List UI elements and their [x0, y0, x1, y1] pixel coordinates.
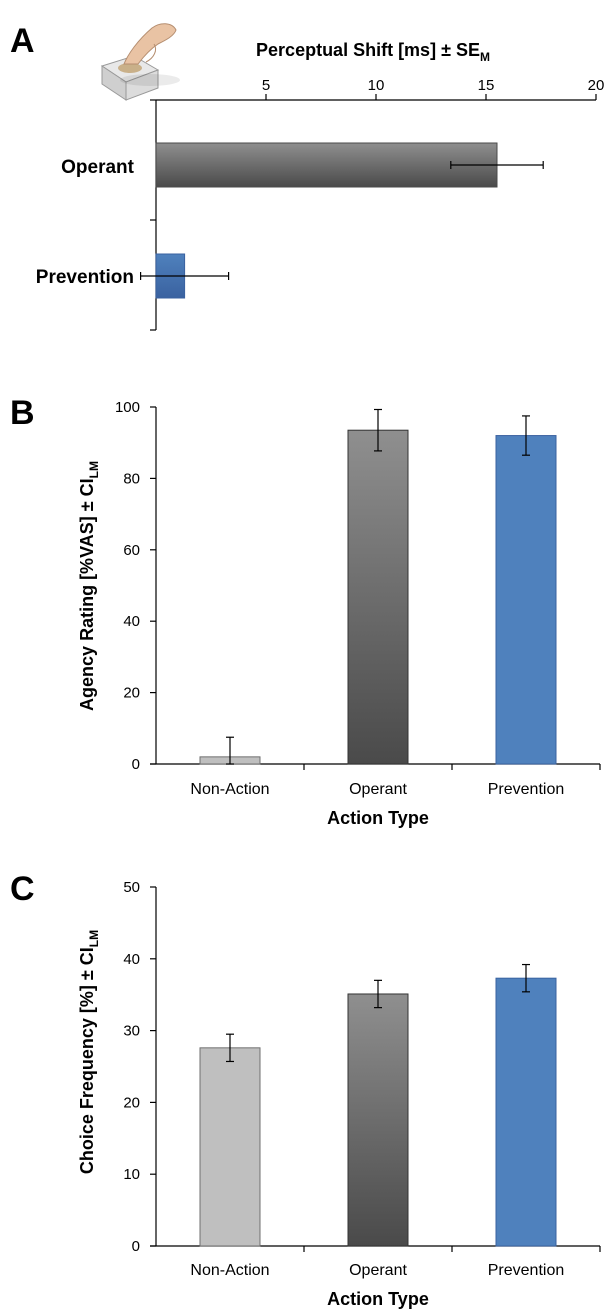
panel-b-tick-label: 20 — [123, 685, 140, 702]
panel-a-category-label-operant: Operant — [61, 157, 135, 178]
panel-c-tick-label: 30 — [123, 1023, 140, 1040]
panel-a-category-label-prevention: Prevention — [36, 267, 134, 288]
panel-b-tick-label: 100 — [115, 399, 140, 416]
panel-letter-b: B — [10, 394, 35, 432]
panel-c-category-label-operant: Operant — [349, 1262, 407, 1279]
panel-letter-a: A — [10, 22, 35, 60]
panel-c-error-bar-operant — [374, 979, 382, 1009]
panel-b-error-bar-operant — [374, 408, 382, 452]
panel-a-error-bar-prevention — [140, 272, 230, 280]
panel-a-axis-title-subscript: M — [480, 50, 490, 64]
panel-c-tick-label: 50 — [123, 879, 140, 896]
panel-b-y-axis-title: Agency Rating [%VAS] ± CI — [77, 478, 97, 711]
panel-a-tick-label: 5 — [262, 77, 270, 94]
panel-b-tick-label: 40 — [123, 613, 140, 630]
svg-text:Agency Rating [%VAS] ± CILM: Agency Rating [%VAS] ± CILM — [77, 461, 101, 711]
panel-b-tick-label: 80 — [123, 470, 140, 487]
panel-c-tick-label: 0 — [132, 1238, 140, 1255]
panel-a-bar-operant — [155, 142, 498, 188]
panel-a: A Perceptual Shift [ms] ± SEM 5 10 15 20 Op… — [10, 22, 605, 331]
panel-b-x-axis-title: Action Type — [327, 808, 429, 828]
panel-c-bar-non-action — [199, 1047, 261, 1247]
panel-b-bar-operant — [347, 429, 409, 765]
panel-a-error-bar-operant — [450, 161, 544, 169]
panel-c-tick-label: 20 — [123, 1094, 140, 1111]
panel-b-category-label-non-action: Non-Action — [190, 781, 269, 798]
panel-c-category-label-prevention: Prevention — [488, 1262, 565, 1279]
hand-pressing-button-icon — [100, 23, 180, 101]
panel-c-error-bar-prevention — [522, 963, 530, 993]
panel-c-bar-prevention — [495, 977, 557, 1247]
panel-a-tick-label: 10 — [368, 77, 385, 94]
panel-b: B Agency Rating [%VAS] ± CILM 0 20 40 60 80 1… — [10, 394, 601, 828]
svg-text:Choice Frequency [%] ± CILM: Choice Frequency [%] ± CILM — [77, 930, 101, 1174]
panel-b-category-label-prevention: Prevention — [488, 781, 565, 798]
panel-b-category-label-operant: Operant — [349, 781, 407, 798]
panel-c-y-axis-title-subscript: LM — [87, 930, 101, 947]
panel-c: C Choice Frequency [%] ± CILM 0 10 20 30 40 5… — [10, 870, 601, 1309]
panel-letter-c: C — [10, 870, 35, 908]
panel-c-y-axis-title: Choice Frequency [%] ± CI — [77, 947, 97, 1174]
panel-b-error-bar-non-action — [226, 736, 234, 765]
panel-b-tick-label: 0 — [132, 756, 140, 773]
svg-text:Perceptual Shift [ms] ± SEM: Perceptual Shift [ms] ± SEM — [256, 40, 490, 64]
panel-c-x-axis-title: Action Type — [327, 1289, 429, 1309]
panel-b-bar-prevention — [495, 435, 557, 765]
panel-b-y-axis-title-subscript: LM — [87, 461, 101, 478]
panel-c-tick-label: 10 — [123, 1166, 140, 1183]
panel-c-bar-operant — [347, 993, 409, 1247]
panel-c-error-bar-non-action — [226, 1033, 234, 1063]
panel-a-tick-label: 20 — [588, 77, 605, 94]
panel-a-axis-title: Perceptual Shift [ms] ± SE — [256, 40, 480, 60]
panel-b-tick-label: 60 — [123, 542, 140, 559]
panel-b-error-bar-prevention — [522, 415, 530, 456]
panel-c-category-label-non-action: Non-Action — [190, 1262, 269, 1279]
panel-c-tick-label: 40 — [123, 951, 140, 968]
panel-a-tick-label: 15 — [478, 77, 495, 94]
